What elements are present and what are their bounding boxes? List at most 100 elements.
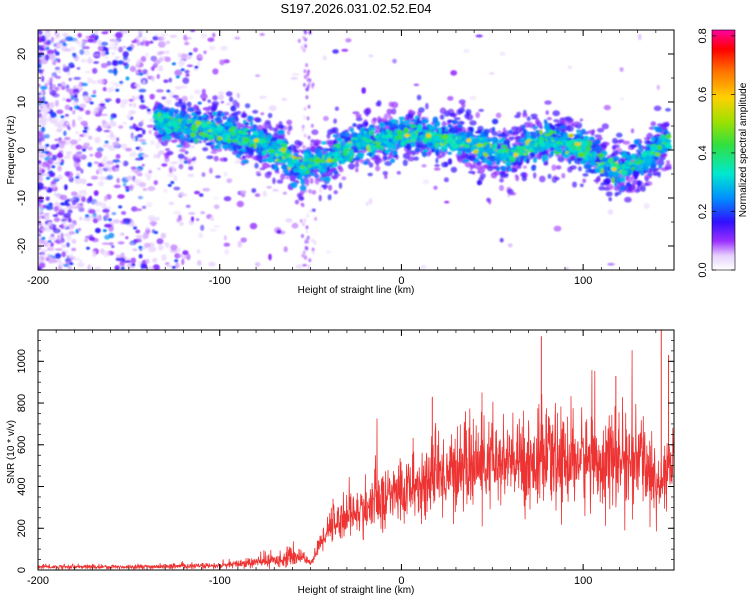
noise-blob <box>57 234 61 241</box>
noise-blob <box>137 196 144 200</box>
noise-blob <box>301 234 304 238</box>
noise-blob <box>104 223 112 228</box>
ridge-blob <box>533 172 537 179</box>
ridge-blob <box>661 144 666 150</box>
noise-blob <box>121 143 128 150</box>
ridge-blob <box>230 105 237 112</box>
ridge-blob <box>653 105 662 112</box>
ridge-blob <box>601 123 609 130</box>
noise-blob <box>47 222 52 226</box>
ridge-blob <box>417 110 422 117</box>
noise-blob <box>53 217 61 223</box>
ridge-blob <box>179 99 183 104</box>
noise-blob <box>94 266 102 270</box>
noise-blob <box>197 61 201 68</box>
noise-blob <box>266 185 272 189</box>
noise-blob <box>85 214 90 219</box>
noise-blob <box>643 202 650 210</box>
ridge-blob <box>539 147 545 152</box>
noise-blob <box>56 109 64 115</box>
noise-blob <box>173 210 181 215</box>
noise-blob <box>38 262 46 269</box>
ridge-blob <box>554 123 562 127</box>
ridge-blob <box>549 150 554 157</box>
ridge-blob <box>447 151 452 155</box>
noise-blob <box>44 30 51 33</box>
noise-blob <box>76 159 81 163</box>
ridge-blob <box>432 116 439 123</box>
noise-blob <box>38 186 44 191</box>
noise-blob <box>71 124 77 128</box>
noise-blob <box>141 36 147 42</box>
ridge-blob <box>539 125 543 130</box>
ridge-blob <box>216 138 221 142</box>
noise-blob <box>81 190 88 197</box>
noise-blob <box>285 218 293 223</box>
noise-blob <box>310 142 313 147</box>
ridge-blob <box>262 162 270 169</box>
noise-blob <box>322 55 327 61</box>
noise-blob <box>193 47 198 53</box>
ridge-blob <box>328 141 332 148</box>
ridge-blob <box>221 143 229 150</box>
noise-blob <box>73 89 80 95</box>
ridge-blob <box>491 126 496 132</box>
noise-blob <box>305 246 309 251</box>
ridge-blob <box>511 126 519 132</box>
noise-blob <box>78 107 85 112</box>
noise-blob <box>79 216 83 221</box>
ridge-blob <box>254 162 259 169</box>
ridge-blob <box>333 139 338 146</box>
ridge-blob <box>339 132 346 137</box>
noise-blob <box>147 168 152 175</box>
noise-blob <box>58 208 63 213</box>
ridge-blob <box>500 148 507 152</box>
ridge-blob <box>619 185 626 190</box>
ridge-blob <box>428 125 435 131</box>
noise-blob <box>57 58 61 63</box>
noise-blob <box>368 54 374 58</box>
noise-blob <box>48 85 53 93</box>
ridge-blob <box>416 94 422 101</box>
ridge-blob <box>652 169 659 176</box>
noise-blob <box>65 88 73 93</box>
noise-blob <box>144 52 149 58</box>
noise-blob <box>141 264 148 269</box>
ridge-blob <box>515 175 520 182</box>
ridge-blob <box>644 139 651 145</box>
noise-blob <box>71 247 77 252</box>
ridge-blob <box>220 100 224 104</box>
noise-blob <box>305 95 309 100</box>
noise-blob <box>135 234 143 239</box>
noise-blob <box>62 97 67 102</box>
noise-blob <box>117 60 125 65</box>
ridge-blob <box>441 121 447 128</box>
ridge-blob <box>365 121 369 126</box>
noise-blob <box>164 50 170 54</box>
noise-blob <box>161 163 168 167</box>
noise-blob <box>365 201 369 206</box>
noise-blob <box>236 92 240 99</box>
noise-blob <box>226 178 233 184</box>
noise-blob <box>122 51 129 58</box>
ridge-blob <box>202 147 209 152</box>
ridge-blob <box>450 166 458 173</box>
ridge-blob <box>622 140 631 145</box>
noise-blob <box>85 235 90 239</box>
ridge-blob <box>322 186 327 190</box>
noise-blob <box>88 56 92 63</box>
ridge-blob <box>413 83 420 87</box>
noise-blob <box>160 232 167 239</box>
noise-blob <box>39 154 45 158</box>
ridge-blob <box>333 190 338 195</box>
ridge-blob <box>458 99 466 105</box>
ridge-blob <box>386 108 393 115</box>
noise-blob <box>220 45 228 51</box>
noise-blob <box>302 145 306 149</box>
noise-blob <box>40 85 48 90</box>
noise-blob <box>291 222 299 229</box>
noise-blob <box>164 242 170 247</box>
noise-blob <box>94 201 103 207</box>
noise-blob <box>49 109 54 115</box>
